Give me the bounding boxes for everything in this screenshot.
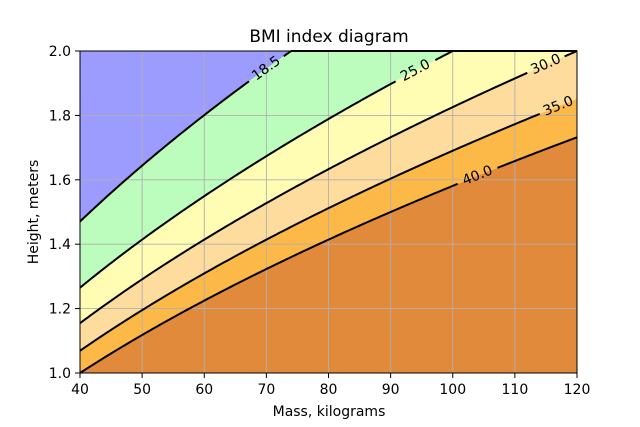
x-tick-label: 60 <box>195 382 213 398</box>
y-tick-label: 1.0 <box>49 366 71 382</box>
contour-line-18.5 <box>79 80 250 223</box>
x-axis-ticks: 40 50 60 70 80 90 100 110 120 <box>71 373 590 398</box>
x-tick-label: 110 <box>502 382 529 398</box>
y-tick-label: 2.0 <box>49 44 71 60</box>
x-tick-label: 50 <box>133 382 151 398</box>
y-tick-label: 1.2 <box>49 302 71 318</box>
x-tick-label: 70 <box>257 382 275 398</box>
y-tick-label: 1.8 <box>49 108 71 124</box>
y-axis-label: Height, meters <box>26 160 42 265</box>
contour-line-40.0 <box>79 182 459 374</box>
contour-line-25.0 <box>79 80 397 289</box>
x-axis-label: Mass, kilograms <box>273 404 386 420</box>
x-tick-label: 100 <box>439 382 466 398</box>
y-tick-label: 1.6 <box>49 173 71 189</box>
x-tick-label: 90 <box>382 382 400 398</box>
y-axis-ticks: 1.0 1.2 1.4 1.6 1.8 2.0 <box>49 44 80 382</box>
y-tick-label: 1.4 <box>49 237 71 253</box>
x-tick-label: 40 <box>71 382 89 398</box>
x-tick-label: 120 <box>564 382 591 398</box>
contour-line-40.0 <box>497 136 578 169</box>
chart-title: BMI index diagram <box>249 27 408 47</box>
contour-line-30.0 <box>564 50 578 58</box>
contour-line-30.0 <box>79 71 528 324</box>
contour-line-35.0 <box>79 112 541 352</box>
x-tick-label: 80 <box>320 382 338 398</box>
